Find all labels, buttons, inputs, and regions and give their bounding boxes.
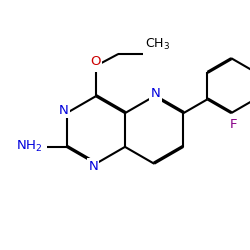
Text: F: F	[230, 118, 237, 131]
Text: O: O	[90, 56, 101, 68]
Text: N: N	[150, 87, 160, 100]
Text: CH$_3$: CH$_3$	[144, 36, 170, 52]
Text: N: N	[59, 104, 69, 117]
Text: N: N	[88, 160, 98, 173]
Text: NH$_2$: NH$_2$	[16, 139, 43, 154]
